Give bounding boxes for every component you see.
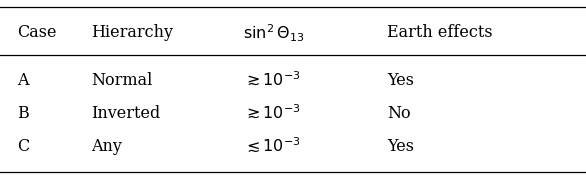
Text: $\sin^2 \Theta_{13}$: $\sin^2 \Theta_{13}$ <box>243 22 305 44</box>
Text: Hierarchy: Hierarchy <box>91 25 173 41</box>
Text: Yes: Yes <box>387 138 414 155</box>
Text: Case: Case <box>18 25 57 41</box>
Text: $\gtrsim 10^{-3}$: $\gtrsim 10^{-3}$ <box>243 71 301 90</box>
Text: A: A <box>18 72 29 89</box>
Text: Inverted: Inverted <box>91 105 160 122</box>
Text: Normal: Normal <box>91 72 152 89</box>
Text: $\gtrsim 10^{-3}$: $\gtrsim 10^{-3}$ <box>243 104 301 123</box>
Text: B: B <box>18 105 29 122</box>
Text: Yes: Yes <box>387 72 414 89</box>
Text: Earth effects: Earth effects <box>387 25 492 41</box>
Text: No: No <box>387 105 410 122</box>
Text: $\lesssim 10^{-3}$: $\lesssim 10^{-3}$ <box>243 137 301 156</box>
Text: C: C <box>18 138 30 155</box>
Text: Any: Any <box>91 138 122 155</box>
